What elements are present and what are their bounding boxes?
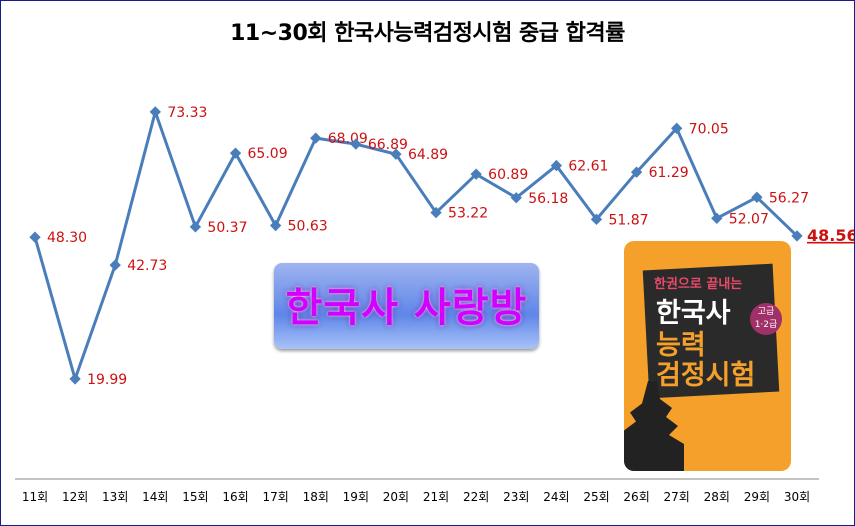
data-label: 42.73 [127, 258, 167, 274]
x-tick-label: 17회 [262, 490, 288, 504]
book-title-2: 능력 [656, 330, 706, 361]
x-tick-label: 19회 [343, 490, 369, 504]
x-tick-label: 30회 [784, 490, 810, 504]
series-line [33, 106, 799, 384]
data-point [310, 132, 322, 144]
data-label: 73.33 [167, 105, 207, 121]
chart-title: 11~30회 한국사능력검정시험 중급 합격률 [230, 21, 625, 46]
data-point [269, 219, 282, 232]
data-label: 66.89 [368, 137, 408, 153]
book-cover-image: 한권으로 끝내는 한국사 능력 검정시험 고급 1·2급 [624, 241, 791, 471]
data-point [791, 230, 803, 242]
data-point [430, 206, 442, 219]
data-label: 51.87 [608, 212, 648, 228]
banner-image: 한국사 사랑방 [274, 263, 539, 349]
data-label: 70.05 [689, 121, 729, 137]
data-label: 53.22 [448, 206, 488, 222]
data-label: 64.89 [408, 147, 448, 163]
data-point [590, 213, 603, 225]
x-tick-label: 29회 [744, 490, 770, 504]
x-tick-label: 27회 [664, 490, 690, 504]
x-tick-label: 26회 [623, 490, 649, 504]
data-label: 56.27 [769, 190, 809, 206]
data-label: 50.37 [207, 220, 247, 236]
x-tick-label: 18회 [303, 490, 329, 504]
data-point [69, 373, 81, 385]
data-point [229, 147, 242, 159]
data-point [109, 259, 121, 271]
data-point [29, 231, 41, 243]
data-point [751, 191, 763, 203]
x-tick-label: 12회 [62, 490, 88, 504]
x-tick-label: 21회 [423, 490, 449, 504]
book-badge: 고급 1·2급 [750, 303, 782, 335]
data-label: 52.07 [729, 211, 769, 227]
data-label: 65.09 [248, 146, 288, 162]
data-point [550, 159, 563, 172]
data-label: 50.63 [288, 219, 328, 235]
x-tick-label: 24회 [543, 490, 569, 504]
data-point [711, 212, 723, 224]
data-point [350, 138, 362, 150]
data-label: 68.09 [328, 131, 368, 147]
x-tick-label: 15회 [182, 490, 208, 504]
book-title-3: 검정시험 [656, 360, 756, 391]
x-tick-label: 14회 [142, 490, 168, 504]
data-point [390, 148, 402, 160]
data-point [470, 168, 482, 180]
x-tick-label: 16회 [222, 490, 248, 504]
x-tick-label: 25회 [583, 490, 609, 504]
data-label: 60.89 [488, 167, 528, 183]
data-label: 48.30 [47, 230, 87, 246]
x-tick-label: 28회 [704, 490, 730, 504]
x-tick-label: 11회 [22, 490, 48, 504]
data-label: 56.18 [528, 191, 568, 207]
data-label: 48.56 [807, 226, 854, 245]
x-tick-label: 23회 [503, 490, 529, 504]
data-point [630, 166, 643, 178]
x-tick-label: 20회 [383, 490, 409, 504]
x-tick-label: 22회 [463, 490, 489, 504]
x-tick-label: 13회 [102, 490, 128, 504]
data-point [189, 221, 202, 233]
data-point [149, 106, 161, 118]
banner-text: 한국사 사랑방 [285, 285, 528, 331]
data-label: 61.29 [649, 165, 689, 181]
book-subtitle: 한권으로 끝내는 [654, 277, 743, 292]
book-title-1: 한국사 [656, 298, 731, 329]
data-label: 62.61 [568, 159, 608, 175]
data-label: 19.99 [87, 372, 127, 388]
